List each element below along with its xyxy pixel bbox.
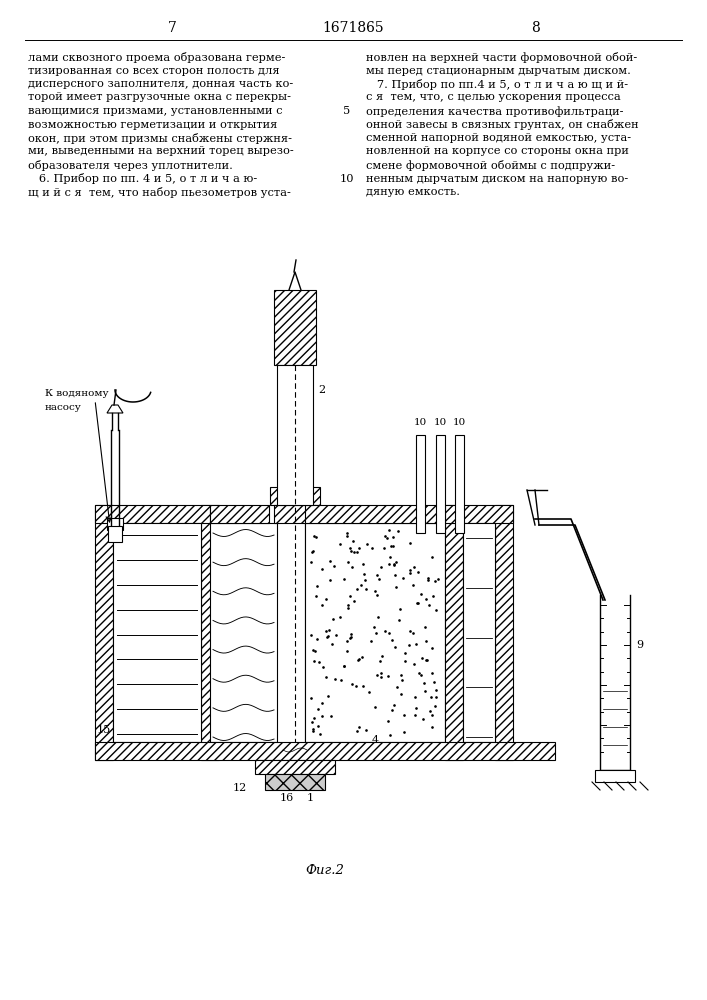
- Bar: [274, 505, 316, 523]
- Text: возможностью герметизации и открытия: возможностью герметизации и открытия: [28, 119, 277, 129]
- Text: К водяному: К водяному: [45, 388, 109, 397]
- Text: 2: 2: [318, 385, 325, 395]
- Bar: [305, 523, 445, 742]
- Bar: [255, 760, 335, 774]
- Text: новленной на корпусе со стороны окна при: новленной на корпусе со стороны окна при: [366, 146, 629, 156]
- Bar: [436, 435, 445, 533]
- Text: 15: 15: [97, 725, 111, 735]
- Bar: [455, 435, 464, 533]
- Bar: [113, 523, 201, 742]
- Bar: [107, 518, 123, 530]
- Bar: [265, 774, 325, 790]
- Text: новлен на верхней части формовочной обой-: новлен на верхней части формовочной обой…: [366, 52, 637, 63]
- Polygon shape: [107, 405, 123, 413]
- Text: лами сквозного проема образована герме-: лами сквозного проема образована герме-: [28, 52, 286, 63]
- Bar: [201, 505, 219, 760]
- Text: Фиг.2: Фиг.2: [305, 863, 344, 876]
- Text: с я  тем, что, с целью ускорения процесса: с я тем, что, с целью ускорения процесса: [366, 93, 621, 103]
- Text: дисперсного заполнителя, донная часть ко-: дисперсного заполнителя, донная часть ко…: [28, 79, 293, 89]
- Bar: [595, 770, 635, 782]
- Bar: [108, 526, 122, 542]
- Bar: [495, 505, 513, 760]
- Text: торой имеет разгрузочные окна с перекры-: торой имеет разгрузочные окна с перекры-: [28, 93, 291, 103]
- Bar: [270, 487, 320, 505]
- Text: онной завесы в связных грунтах, он снабжен: онной завесы в связных грунтах, он снабж…: [366, 119, 638, 130]
- Polygon shape: [527, 490, 547, 525]
- Text: ми, выведенными на верхний торец вырезо-: ми, выведенными на верхний торец вырезо-: [28, 146, 293, 156]
- Text: 6. Прибор по пп. 4 и 5, о т л и ч а ю-: 6. Прибор по пп. 4 и 5, о т л и ч а ю-: [28, 174, 257, 184]
- Text: смене формовочной обоймы с подпружи-: смене формовочной обоймы с подпружи-: [366, 160, 615, 171]
- Text: 10: 10: [340, 174, 354, 184]
- Text: 7: 7: [168, 21, 177, 35]
- Text: 10: 10: [452, 418, 466, 427]
- Text: дяную емкость.: дяную емкость.: [366, 187, 460, 197]
- Text: насосу: насосу: [45, 403, 82, 412]
- Text: мы перед стационарным дырчатым диском.: мы перед стационарным дырчатым диском.: [366, 66, 631, 76]
- Bar: [95, 505, 113, 760]
- Text: 8: 8: [531, 21, 539, 35]
- Bar: [305, 505, 321, 523]
- Bar: [95, 505, 210, 523]
- Bar: [210, 523, 277, 742]
- Text: 4: 4: [371, 735, 378, 745]
- Text: 12: 12: [233, 783, 247, 793]
- Bar: [277, 365, 313, 505]
- Text: тизированная со всех сторон полость для: тизированная со всех сторон полость для: [28, 66, 280, 76]
- Text: окон, при этом призмы снабжены стержня-: окон, при этом призмы снабжены стержня-: [28, 133, 292, 144]
- Bar: [305, 523, 313, 742]
- Text: сменной напорной водяной емкостью, уста-: сменной напорной водяной емкостью, уста-: [366, 133, 631, 143]
- Text: 16: 16: [280, 793, 294, 803]
- Bar: [445, 505, 513, 523]
- Text: образователя через уплотнители.: образователя через уплотнители.: [28, 160, 233, 171]
- Text: вающимися призмами, установленными с: вающимися призмами, установленными с: [28, 106, 283, 116]
- Text: щ и й с я  тем, что набор пьезометров уста-: щ и й с я тем, что набор пьезометров уст…: [28, 187, 291, 198]
- Text: 9: 9: [636, 640, 643, 650]
- Text: 10: 10: [414, 418, 426, 427]
- Text: 1671865: 1671865: [322, 21, 384, 35]
- Text: определения качества противофильтраци-: определения качества противофильтраци-: [366, 106, 624, 117]
- Bar: [445, 505, 463, 760]
- Bar: [305, 505, 445, 523]
- Bar: [95, 742, 555, 760]
- Text: 7. Прибор по пп.4 и 5, о т л и ч а ю щ и й-: 7. Прибор по пп.4 и 5, о т л и ч а ю щ и…: [366, 79, 628, 90]
- Text: 5: 5: [344, 106, 351, 116]
- Bar: [463, 523, 495, 742]
- Bar: [274, 290, 316, 365]
- Text: 1: 1: [306, 793, 314, 803]
- Text: 10: 10: [433, 418, 447, 427]
- Bar: [416, 435, 425, 533]
- Text: ненным дырчатым диском на напорную во-: ненным дырчатым диском на напорную во-: [366, 174, 629, 184]
- Bar: [210, 505, 269, 523]
